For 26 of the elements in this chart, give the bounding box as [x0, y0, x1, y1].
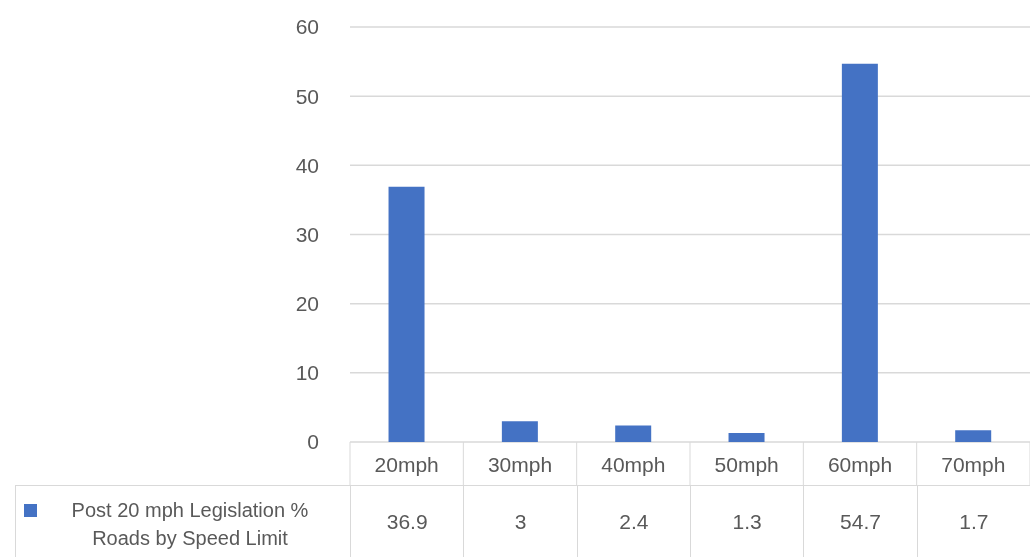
bar: [841, 63, 878, 442]
bar: [955, 430, 992, 442]
x-tick-label: 50mph: [714, 453, 779, 476]
bar: [501, 421, 538, 442]
y-tick-label: 10: [295, 361, 319, 385]
y-tick-label: 20: [295, 292, 319, 316]
data-label: 1.7: [916, 486, 1030, 557]
x-tick-label: 20mph: [374, 453, 439, 476]
bar: [615, 425, 652, 442]
y-tick-label: 60: [295, 15, 319, 39]
legend-label: Post 20 mph Legislation % Roads by Speed Limit: [70, 498, 310, 551]
data-label: 2.4: [576, 486, 690, 557]
x-tick-label: 30mph: [487, 453, 553, 476]
x-tick-label: 40mph: [601, 453, 666, 476]
data-label: 36.9: [350, 486, 464, 557]
bar: [388, 186, 425, 442]
y-tick-label: 30: [295, 222, 319, 246]
data-label: 54.7: [803, 486, 917, 557]
y-tick-label: 50: [295, 84, 319, 108]
y-tick-label: 0: [307, 430, 319, 454]
y-tick-label: 40: [295, 153, 319, 177]
data-label: 3: [463, 486, 577, 557]
x-tick-label: 70mph: [941, 453, 1006, 476]
data-label: 1.3: [689, 486, 804, 557]
x-tick-label: 60mph: [827, 453, 893, 476]
bar: [728, 433, 765, 442]
